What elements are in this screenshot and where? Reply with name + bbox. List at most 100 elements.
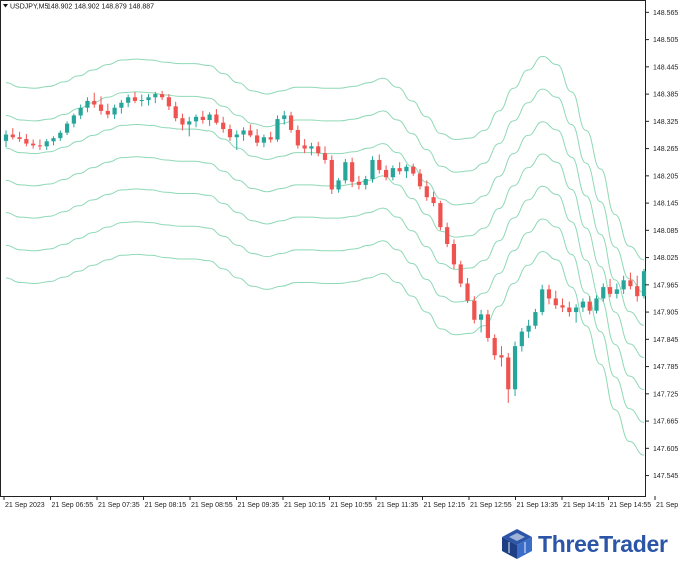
brand-logo: ThreeTrader — [500, 528, 668, 560]
bear-candle — [485, 314, 490, 338]
bear-candle — [438, 203, 443, 228]
bear-candle — [105, 110, 110, 115]
bear-candle — [383, 169, 389, 178]
x-tick-label: 21 Sep 08:15 — [145, 502, 187, 509]
bull-candle — [241, 130, 246, 135]
bull-candle — [64, 123, 70, 133]
bear-candle — [302, 145, 307, 149]
bear-candle — [458, 264, 463, 284]
bear-candle — [268, 137, 273, 140]
y-tick-label: 148.325 — [653, 119, 678, 126]
bear-candle — [417, 173, 423, 187]
bull-candle — [540, 289, 545, 313]
bear-candle — [180, 118, 185, 125]
bull-candle — [363, 179, 368, 185]
bull-candle — [641, 271, 647, 297]
x-tick-label: 21 Sep 06:55 — [52, 502, 94, 509]
bull-candle — [187, 121, 192, 125]
bear-candle — [587, 301, 592, 311]
x-tick-label: 21 Sep 13:35 — [517, 502, 559, 509]
bull-candle — [139, 100, 144, 101]
bollinger-bands — [5, 55, 645, 456]
time-axis[interactable]: 21 Sep 2023 21 Sep 06:55 21 Sep 07:35 21 Se… — [3, 496, 678, 509]
bull-candle — [621, 280, 626, 290]
bear-candle — [411, 166, 416, 174]
bear-candle — [472, 300, 477, 320]
bear-candle — [607, 287, 613, 294]
bull-candle — [519, 331, 524, 347]
x-tick-label: 21 Sep 2023 — [5, 502, 45, 509]
bull-candle — [526, 325, 531, 332]
brand-name: ThreeTrader — [538, 530, 668, 557]
bear-candle — [295, 129, 300, 146]
bull-candle — [207, 114, 212, 120]
bear-candle — [465, 283, 470, 301]
band-upper3 — [5, 55, 645, 261]
band-lower2 — [5, 218, 645, 423]
band-middle — [5, 153, 645, 358]
bear-candle — [322, 153, 328, 160]
bear-candle — [173, 106, 178, 119]
bear-candle — [288, 115, 294, 130]
y-tick-label: 148.025 — [653, 255, 678, 262]
x-tick-label: 21 Sep 07:35 — [98, 502, 140, 509]
bear-candle — [350, 162, 355, 182]
bear-candle — [553, 298, 558, 306]
bull-candle — [44, 141, 49, 147]
bull-candle — [153, 94, 158, 98]
y-tick-label: 148.445 — [653, 64, 678, 71]
price-chart[interactable]: USDJPY,M5 148.902 148.902 148.879 148.88… — [0, 0, 678, 520]
x-tick-label: 21 Sep 14:55 — [610, 502, 652, 509]
bull-candle — [343, 162, 348, 181]
price-axis[interactable]: 148.565 148.505 148.445 148.385 148.325 148.2… — [645, 10, 678, 480]
bear-candle — [445, 227, 450, 244]
bear-candle — [200, 116, 205, 120]
bear-candle — [316, 146, 321, 154]
bull-candle — [58, 132, 63, 139]
x-tick-label: 21 Sep 14:15 — [563, 502, 605, 509]
y-tick-label: 148.505 — [653, 37, 678, 44]
bull-candle — [512, 346, 518, 390]
y-tick-label: 148.385 — [653, 92, 678, 99]
bull-candle — [336, 180, 341, 190]
bear-candle — [377, 159, 382, 170]
bull-candle — [479, 314, 484, 320]
y-tick-label: 148.565 — [653, 10, 678, 17]
bear-candle — [397, 168, 402, 172]
bull-candle — [390, 168, 395, 178]
bull-candle — [3, 134, 9, 141]
ohlc-readout: 148.902 148.902 148.879 148.887 — [47, 4, 154, 11]
bear-candle — [17, 137, 22, 140]
bull-candle — [601, 287, 606, 299]
bull-candle — [370, 159, 375, 180]
bear-candle — [98, 104, 104, 111]
bull-candle — [78, 107, 83, 116]
bull-candle — [85, 100, 90, 108]
plot-frame — [0, 0, 646, 497]
bull-candle — [119, 102, 124, 108]
bear-candle — [31, 143, 36, 146]
cube-logo-icon — [502, 529, 532, 559]
bear-candle — [132, 97, 138, 101]
band-upper2 — [5, 88, 645, 294]
bear-candle — [560, 305, 565, 308]
y-tick-label: 147.905 — [653, 310, 678, 317]
bear-candle — [492, 337, 497, 356]
y-tick-label: 147.785 — [653, 364, 678, 371]
y-tick-label: 148.205 — [653, 173, 678, 180]
bear-candle — [329, 159, 334, 190]
y-tick-label: 147.965 — [653, 282, 678, 289]
bear-candle — [24, 139, 29, 144]
bear-candle — [628, 280, 633, 287]
bull-candle — [309, 146, 314, 149]
bull-candle — [574, 307, 579, 313]
bull-candle — [51, 138, 56, 142]
bear-candle — [92, 100, 97, 105]
symbol-label: USDJPY,M5 — [10, 4, 48, 11]
bull-candle — [580, 301, 586, 308]
x-tick-label: 21 Sep 10:15 — [284, 502, 326, 509]
bull-candle — [404, 166, 409, 172]
bull-candle — [594, 298, 599, 311]
collapse-triangle-icon[interactable] — [3, 4, 8, 8]
bull-candle — [126, 97, 131, 103]
